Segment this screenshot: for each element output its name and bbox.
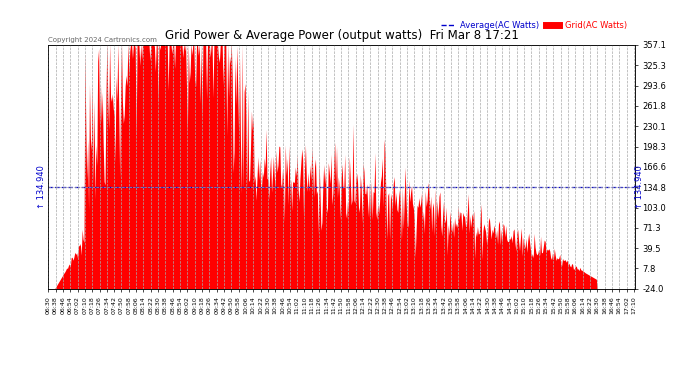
Legend: Average(AC Watts), Grid(AC Watts): Average(AC Watts), Grid(AC Watts) — [437, 18, 631, 33]
Text: Copyright 2024 Cartronics.com: Copyright 2024 Cartronics.com — [48, 37, 157, 43]
Title: Grid Power & Average Power (output watts)  Fri Mar 8 17:21: Grid Power & Average Power (output watts… — [165, 30, 518, 42]
Text: ↑ 134.940: ↑ 134.940 — [635, 165, 644, 209]
